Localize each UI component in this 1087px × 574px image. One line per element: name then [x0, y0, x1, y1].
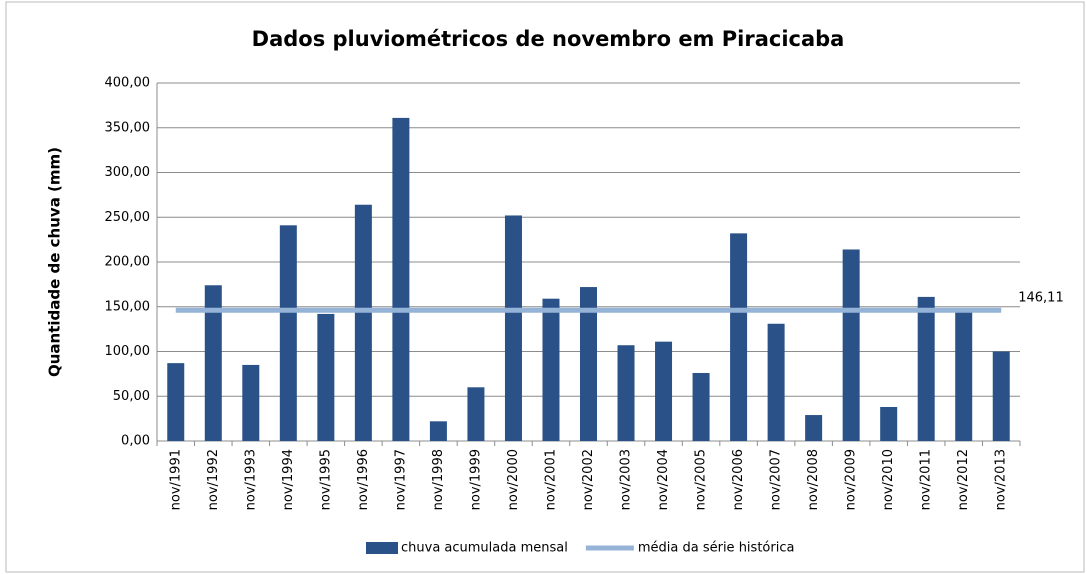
bar [880, 406, 898, 441]
y-tick-label: 0,00 [121, 434, 150, 449]
x-tick-label: nov/2012 [956, 449, 971, 510]
bar [467, 387, 485, 441]
bar [992, 351, 1010, 441]
bar [242, 364, 260, 441]
y-tick-label: 200,00 [105, 255, 151, 270]
x-tick-label: nov/1991 [168, 449, 183, 510]
bar [279, 225, 297, 441]
bar [692, 372, 710, 441]
x-tick-label: nov/2001 [543, 449, 558, 510]
data-label: 146,11 [1018, 291, 1064, 306]
chart-title: Dados pluviométricos de novembro em Pira… [252, 27, 845, 51]
x-tick-label: nov/1992 [206, 449, 221, 510]
y-tick-label: 400,00 [105, 76, 151, 91]
y-tick-label: 300,00 [105, 165, 151, 180]
bar [317, 313, 335, 441]
x-tick-label: nov/2011 [919, 449, 934, 510]
x-tick-label: nov/2006 [731, 449, 746, 510]
x-tick-label: nov/2000 [506, 449, 521, 510]
x-tick-label: nov/1994 [281, 449, 296, 510]
bar [542, 298, 560, 441]
y-tick-label: 100,00 [105, 344, 151, 359]
bar [917, 296, 935, 441]
x-tick-label: nov/2005 [694, 449, 709, 510]
x-tick-label: nov/2003 [619, 449, 634, 510]
bar [354, 204, 372, 441]
x-tick-label: nov/2009 [844, 449, 859, 510]
x-tick-label: nov/2007 [769, 449, 784, 510]
x-tick-label: nov/1995 [318, 449, 333, 510]
x-tick-label: nov/1996 [356, 449, 371, 510]
bar [580, 287, 597, 441]
x-tick-label: nov/1993 [243, 449, 258, 510]
bar [842, 249, 860, 441]
bar [429, 421, 447, 441]
bar [392, 117, 410, 441]
x-tick-label: nov/2008 [806, 449, 821, 510]
bar [805, 415, 823, 441]
x-tick-label: nov/2002 [581, 449, 596, 510]
y-tick-label: 50,00 [113, 389, 150, 404]
bar [767, 323, 785, 441]
x-tick-label: nov/2010 [881, 449, 896, 510]
bar [655, 341, 673, 441]
y-tick-label: 350,00 [105, 120, 151, 135]
bar [730, 233, 748, 441]
x-tick-label: nov/1999 [468, 449, 483, 510]
legend-swatch [366, 542, 398, 554]
y-axis-label: Quantidade de chuva (mm) [46, 147, 64, 377]
bar [204, 285, 222, 441]
x-tick-label: nov/2004 [656, 449, 671, 510]
legend-label: média da série histórica [638, 541, 795, 556]
x-tick-label: nov/1998 [431, 449, 446, 510]
bar [955, 309, 973, 441]
bar [504, 215, 522, 441]
x-tick-label: nov/2013 [994, 449, 1009, 510]
legend-label: chuva acumulada mensal [401, 541, 568, 556]
bar [617, 345, 635, 441]
y-tick-label: 250,00 [105, 210, 151, 225]
y-tick-label: 150,00 [105, 299, 151, 314]
chart-frame [5, 1, 1085, 573]
bar [167, 363, 185, 441]
x-tick-label: nov/1997 [393, 449, 408, 510]
